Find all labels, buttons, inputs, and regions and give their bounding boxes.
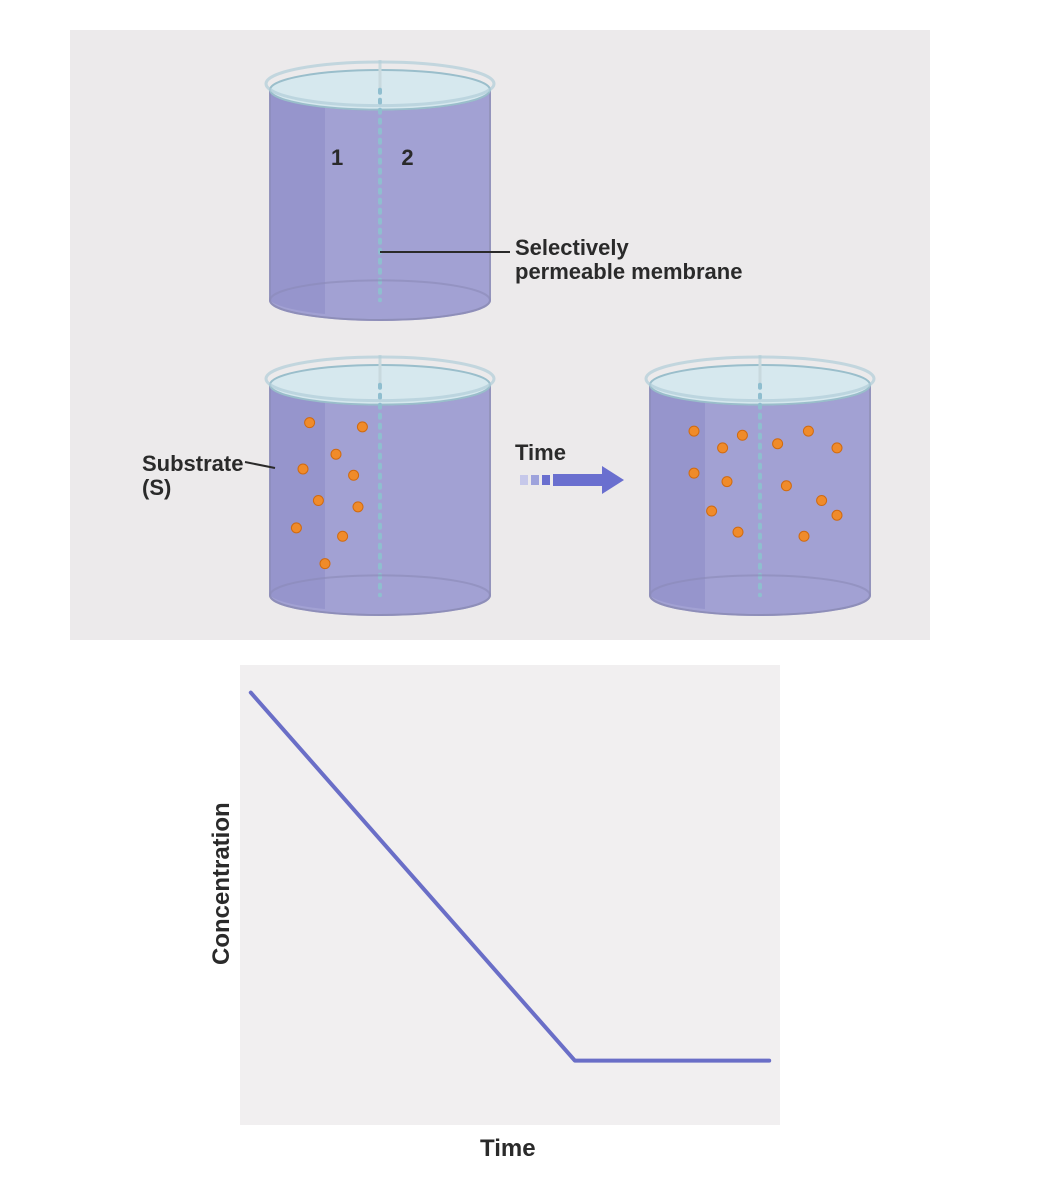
beaker-half-label-2: 2 (401, 145, 413, 171)
beaker-half-label-1: 1 (331, 145, 343, 171)
chart-x-axis-label: Time (480, 1135, 536, 1163)
diffusion-diagram-svg (70, 30, 930, 640)
membrane-label-line1: Selectively (515, 235, 629, 261)
substrate-label-line1: Substrate (142, 451, 243, 477)
concentration-vs-time-chart: Time Concentration (240, 665, 780, 1185)
time-arrow-label: Time (515, 440, 566, 466)
chart-y-axis-label: Concentration (208, 802, 236, 965)
substrate-label-line2: (S) (142, 475, 171, 501)
chart-svg (240, 665, 780, 1125)
diffusion-diagram-panel: Selectively permeable membrane Substrate… (70, 30, 930, 640)
membrane-label-line2: permeable membrane (515, 259, 742, 285)
